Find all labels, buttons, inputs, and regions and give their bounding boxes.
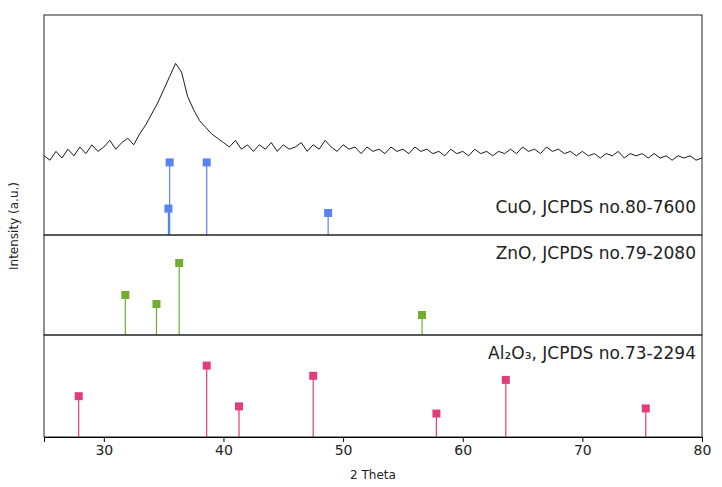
peak-marker xyxy=(75,392,83,400)
reference-label: CuO, JCPDS no.80-7600 xyxy=(495,197,696,217)
peak-marker xyxy=(432,410,440,418)
peak-stem xyxy=(169,162,170,235)
reference-peak xyxy=(75,392,83,437)
peak-marker xyxy=(235,402,243,410)
peak-marker xyxy=(324,209,332,217)
panel-frame xyxy=(44,235,702,335)
reference-peak xyxy=(121,291,129,335)
peak-stem xyxy=(313,376,314,437)
panel-frame xyxy=(44,335,702,437)
peak-stem xyxy=(179,263,180,335)
peak-marker xyxy=(121,291,129,299)
x-tick-label: 50 xyxy=(335,442,353,458)
pattern-line xyxy=(44,63,702,160)
peak-stem xyxy=(206,162,207,235)
peak-marker xyxy=(502,376,510,384)
reference-peak xyxy=(642,404,650,437)
plot-area xyxy=(44,63,702,235)
x-axis: 30 40 50 60 70 80 xyxy=(45,437,712,458)
reference-peak xyxy=(235,402,243,437)
x-tick: 80 xyxy=(694,437,712,458)
reference-peak xyxy=(166,158,174,235)
panel-2: Al₂O₃, JCPDS no.73-2294 30 40 50 60 70 80 2 The… xyxy=(44,335,711,482)
x-tick-label: 70 xyxy=(574,442,592,458)
x-tick-label: 60 xyxy=(454,442,472,458)
peak-stem xyxy=(645,408,646,437)
peak-stem xyxy=(505,380,506,437)
peak-stem xyxy=(125,295,126,335)
x-tick: 30 xyxy=(95,437,113,458)
peak-marker xyxy=(203,362,211,370)
chart: CuO, JCPDS no.80-7600 Intensity (a.u.) ZnO… xyxy=(0,0,722,487)
reference-label: Al₂O₃, JCPDS no.73-2294 xyxy=(488,343,696,363)
x-tick-label: 30 xyxy=(95,442,113,458)
reference-peak xyxy=(175,259,183,335)
reference-peak xyxy=(203,362,211,437)
x-axis-line xyxy=(45,438,703,443)
panel-0: CuO, JCPDS no.80-7600 Intensity (a.u.) xyxy=(7,15,702,270)
reference-label: ZnO, JCPDS no.79-2080 xyxy=(496,243,696,263)
x-tick: 60 xyxy=(454,437,472,458)
peak-stem xyxy=(206,366,207,437)
reference-peak xyxy=(309,372,317,437)
peak-marker xyxy=(418,311,426,319)
peak-marker xyxy=(642,404,650,412)
x-tick: 50 xyxy=(335,437,353,458)
plot-area xyxy=(75,362,650,437)
panel-1: ZnO, JCPDS no.79-2080 xyxy=(44,235,702,335)
peak-stem xyxy=(156,304,157,335)
reference-peak xyxy=(324,209,332,235)
panel-frame xyxy=(44,15,702,235)
x-tick-label: 40 xyxy=(215,442,233,458)
reference-peak xyxy=(418,311,426,335)
reference-peak xyxy=(203,158,211,235)
peak-stem xyxy=(238,406,239,437)
x-axis-title: 2 Theta xyxy=(350,468,396,482)
peak-marker xyxy=(203,158,211,166)
peak-marker xyxy=(175,259,183,267)
reference-peak xyxy=(164,205,172,235)
plot-area xyxy=(121,259,426,335)
x-tick-label: 80 xyxy=(694,442,712,458)
reference-peak xyxy=(152,300,160,335)
peak-marker xyxy=(152,300,160,308)
x-tick: 40 xyxy=(215,437,233,458)
peak-marker xyxy=(309,372,317,380)
peak-stem xyxy=(78,396,79,437)
peak-marker xyxy=(166,158,174,166)
y-axis-title: Intensity (a.u.) xyxy=(7,182,21,270)
peak-marker xyxy=(164,205,172,213)
x-tick: 70 xyxy=(574,437,592,458)
reference-peak xyxy=(502,376,510,437)
reference-peak xyxy=(432,410,440,437)
